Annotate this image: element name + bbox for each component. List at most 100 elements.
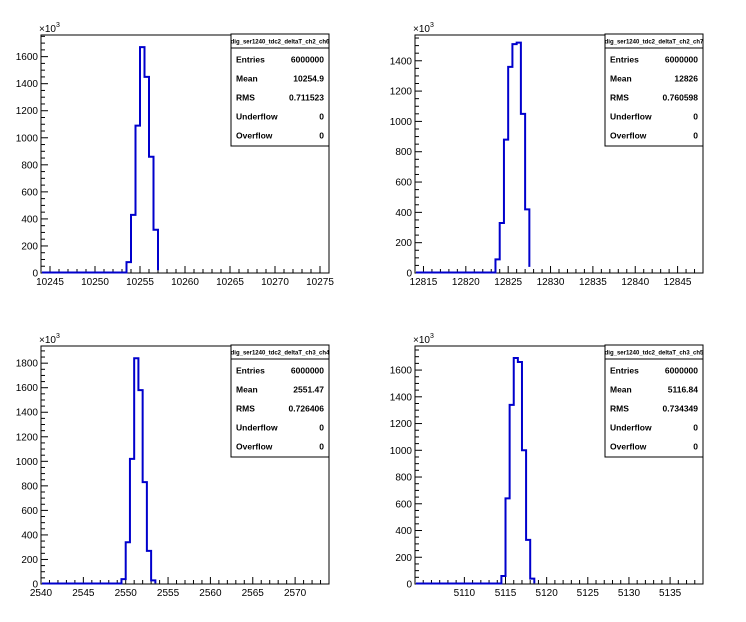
y-tick-label: 400 [21, 530, 38, 541]
histogram-bin [501, 576, 505, 584]
y-tick-label: 200 [21, 555, 38, 566]
histogram-bin [151, 580, 155, 584]
stats-value: 0 [319, 442, 324, 452]
stats-value: 0 [319, 131, 324, 141]
y-tick-label: 1400 [16, 79, 39, 90]
y-exponent-label: ×103 [413, 22, 434, 35]
histogram-series [416, 357, 536, 585]
x-tick-label: 12815 [410, 277, 438, 288]
stats-value: 5116.84 [668, 385, 699, 395]
histogram-bin [506, 498, 510, 584]
x-tick-label: 2565 [242, 588, 265, 599]
x-tick-label: 2570 [284, 588, 307, 599]
x-tick-label: 2545 [72, 588, 95, 599]
stats-label: Underflow [236, 112, 278, 122]
x-tick-label: 10250 [81, 277, 109, 288]
histogram-bin [522, 450, 526, 584]
x-tick-label: 5130 [618, 588, 641, 599]
stats-box [604, 344, 704, 458]
y-tick-label: 1400 [390, 56, 413, 67]
histogram-bin [147, 551, 151, 584]
stats-label: Overflow [236, 442, 273, 452]
y-tick-label: 600 [395, 178, 412, 189]
y-tick-label: 1400 [16, 408, 39, 419]
x-tick-label: 2560 [199, 588, 222, 599]
x-tick-label: 10245 [36, 277, 64, 288]
x-tick-label: 10270 [261, 277, 289, 288]
x-tick-label: 12820 [452, 277, 480, 288]
stats-label: Underflow [610, 112, 652, 122]
y-exponent-label: ×103 [39, 22, 60, 35]
histogram-bin [530, 579, 534, 584]
stats-value: 0 [693, 423, 698, 433]
stats-value: 0 [693, 131, 698, 141]
histogram-bin [521, 114, 525, 273]
histogram-bin [510, 405, 514, 584]
x-tick-label: 2555 [157, 588, 180, 599]
x-tick-label: 5135 [659, 588, 682, 599]
histogram-series [42, 46, 159, 274]
histogram-bin [130, 459, 134, 584]
stats-label: Mean [236, 385, 258, 395]
x-tick-label: 5125 [577, 588, 600, 599]
histogram-bin [136, 126, 141, 273]
y-tick-label: 800 [395, 147, 412, 158]
x-tick-label: 12825 [494, 277, 522, 288]
y-tick-label: 0 [32, 269, 38, 280]
histogram-title: dig_ser1240_tdc2_deltaT_ch2_ch6 [231, 40, 330, 46]
x-tick-label: 12830 [537, 277, 565, 288]
y-tick-label: 800 [21, 481, 38, 492]
y-tick-label: 1200 [390, 419, 413, 430]
histogram-bin [138, 390, 142, 584]
histogram-bin [508, 67, 512, 273]
histogram-bin [525, 209, 529, 273]
y-tick-label: 400 [395, 208, 412, 219]
stats-value: 6000000 [665, 366, 698, 376]
stats-value: 0.711523 [289, 93, 324, 103]
histogram-panel-3: 2540 2545 2550 2555 2560 2565 2570 0 200 400 600 80… [16, 333, 330, 599]
stats-value: 6000000 [291, 366, 324, 376]
stats-label: RMS [236, 404, 255, 414]
stats-value: 2551.47 [293, 385, 324, 395]
histogram-bin [504, 140, 508, 273]
stats-value: 0 [319, 423, 324, 433]
y-tick-label: 800 [395, 473, 412, 484]
x-tick-label: 2550 [115, 588, 138, 599]
histogram-panel-2: 12815 12820 12825 12830 12835 12840 12845 0 200 4… [390, 22, 704, 288]
histogram-bin [127, 262, 132, 273]
stats-value: 0 [693, 442, 698, 452]
y-tick-label: 400 [21, 214, 38, 225]
stats-value: 12826 [674, 74, 698, 84]
stats-label: Mean [610, 74, 632, 84]
stats-value: 0.760598 [663, 93, 699, 103]
stats-box [604, 33, 704, 147]
stats-label: RMS [236, 93, 255, 103]
x-tick-label: 10255 [126, 277, 154, 288]
y-tick-label: 1600 [16, 383, 39, 394]
histogram-bin [121, 579, 125, 584]
y-tick-label: 1000 [16, 133, 39, 144]
y-tick-label: 600 [21, 506, 38, 517]
histogram-bin [500, 223, 504, 273]
x-tick-label: 12840 [621, 277, 649, 288]
y-tick-label: 0 [406, 580, 412, 591]
x-tick-label: 10265 [216, 277, 244, 288]
stats-value: 0.734349 [663, 404, 699, 414]
y-exponent-label: ×103 [39, 333, 60, 346]
y-tick-label: 600 [21, 187, 38, 198]
y-tick-label: 1400 [390, 392, 413, 403]
stats-label: Mean [610, 385, 632, 395]
stats-label: Overflow [610, 131, 647, 141]
y-tick-label: 200 [21, 241, 38, 252]
y-exponent-label: ×103 [413, 333, 434, 346]
y-tick-label: 200 [395, 238, 412, 249]
histogram-bin [149, 157, 154, 273]
stats-label: Mean [236, 74, 258, 84]
histogram-title: dig_ser1240_tdc2_deltaT_ch3_ch4 [231, 351, 330, 357]
stats-value: 6000000 [291, 55, 324, 65]
stats-label: Entries [236, 366, 265, 376]
y-tick-label: 400 [395, 526, 412, 537]
y-tick-label: 1200 [16, 106, 39, 117]
histogram-bin [526, 540, 530, 584]
